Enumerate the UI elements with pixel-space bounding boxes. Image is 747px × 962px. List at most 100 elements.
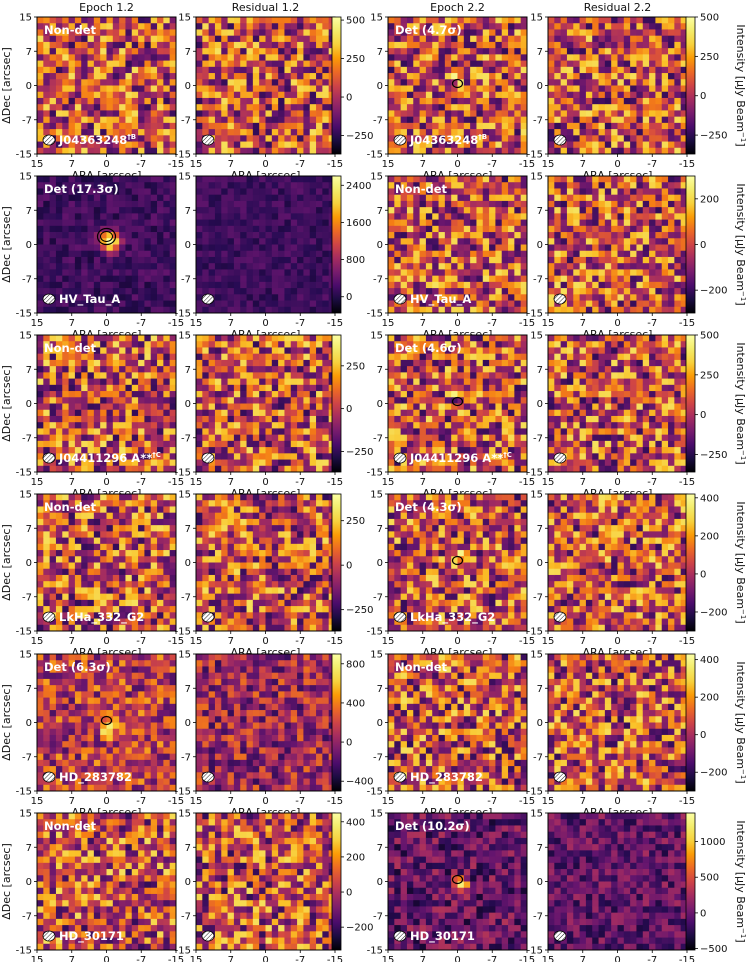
map-pixel (668, 54, 675, 61)
x-tick-label: 7 (69, 159, 75, 170)
map-pixel (451, 306, 458, 314)
map-pixel (74, 281, 82, 289)
map-pixel (284, 447, 292, 454)
map-pixel (100, 300, 107, 308)
map-pixel (623, 85, 631, 93)
map-pixel (240, 194, 247, 202)
map-pixel (457, 294, 465, 301)
map-pixel (150, 176, 158, 183)
map-pixel (252, 35, 260, 43)
map-pixel (150, 35, 158, 43)
map-pixel (636, 54, 644, 61)
map-pixel (81, 207, 88, 214)
map-pixel (514, 54, 522, 61)
map-pixel (157, 141, 164, 149)
map-pixel (227, 256, 235, 264)
map-pixel (680, 294, 688, 301)
map-pixel (169, 238, 177, 245)
map-pixel (55, 447, 63, 454)
map-pixel (259, 200, 266, 208)
map-pixel (246, 35, 254, 43)
map-pixel (259, 182, 266, 189)
map-pixel (579, 54, 587, 61)
x-tick-label: 15 (190, 318, 203, 329)
map-pixel (43, 269, 51, 277)
map-pixel (668, 116, 675, 124)
map-pixel (87, 440, 95, 448)
map-pixel (208, 300, 216, 308)
map-pixel (278, 213, 285, 220)
map-pixel (457, 207, 465, 214)
map-pixel (649, 263, 656, 270)
map-pixel (43, 66, 51, 74)
map-pixel (252, 194, 260, 202)
map-pixel (43, 54, 51, 61)
map-pixel (284, 359, 292, 367)
map-pixel (150, 440, 158, 448)
map-pixel (680, 300, 688, 308)
map-pixel (560, 141, 568, 149)
map-pixel (49, 41, 57, 49)
map-pixel (560, 306, 568, 314)
map-pixel (297, 41, 304, 49)
map-pixel (400, 35, 408, 43)
map-pixel (444, 219, 452, 227)
map-pixel (259, 300, 266, 308)
map-pixel (246, 256, 254, 264)
map-pixel (438, 306, 446, 314)
map-pixel (457, 29, 465, 37)
map-pixel (560, 122, 568, 130)
map-pixel (119, 200, 126, 208)
map-pixel (554, 48, 562, 55)
map-pixel (265, 176, 273, 183)
map-pixel (55, 378, 63, 386)
map-pixel (227, 207, 235, 214)
map-pixel (413, 129, 420, 136)
map-pixel (55, 182, 63, 189)
map-pixel (125, 17, 133, 24)
map-pixel (157, 41, 164, 49)
map-pixel (163, 294, 171, 301)
map-pixel (649, 29, 656, 37)
map-pixel (290, 434, 298, 442)
map-pixel (144, 17, 152, 24)
map-pixel (49, 79, 57, 86)
map-pixel (655, 116, 663, 124)
map-pixel (548, 232, 555, 239)
map-pixel (208, 54, 216, 61)
map-pixel (208, 85, 216, 93)
map-pixel (265, 335, 273, 342)
map-pixel (598, 275, 606, 283)
map-pixel (501, 269, 509, 277)
map-pixel (495, 300, 503, 308)
map-pixel (444, 225, 452, 233)
map-pixel (74, 465, 82, 473)
map-pixel (55, 188, 63, 196)
map-pixel (560, 91, 568, 99)
map-pixel (617, 104, 625, 111)
map-pixel (246, 23, 254, 30)
map-pixel (278, 391, 285, 398)
map-pixel (617, 256, 625, 264)
map-pixel (668, 219, 675, 227)
map-pixel (138, 116, 145, 124)
map-pixel (489, 176, 496, 183)
map-pixel (131, 85, 139, 93)
map-pixel (112, 275, 120, 283)
map-pixel (214, 250, 222, 258)
map-pixel (598, 60, 606, 68)
map-pixel (131, 147, 139, 155)
map-pixel (623, 213, 631, 220)
map-pixel (655, 244, 663, 252)
map-pixel (514, 194, 522, 202)
map-pixel (240, 269, 247, 277)
map-pixel (636, 66, 644, 74)
map-pixel (611, 269, 618, 277)
map-pixel (271, 23, 279, 30)
map-pixel (252, 353, 260, 361)
map-pixel (623, 29, 631, 37)
map-pixel (495, 60, 503, 68)
map-pixel (514, 300, 522, 308)
map-pixel (482, 41, 490, 49)
map-pixel (68, 41, 76, 49)
